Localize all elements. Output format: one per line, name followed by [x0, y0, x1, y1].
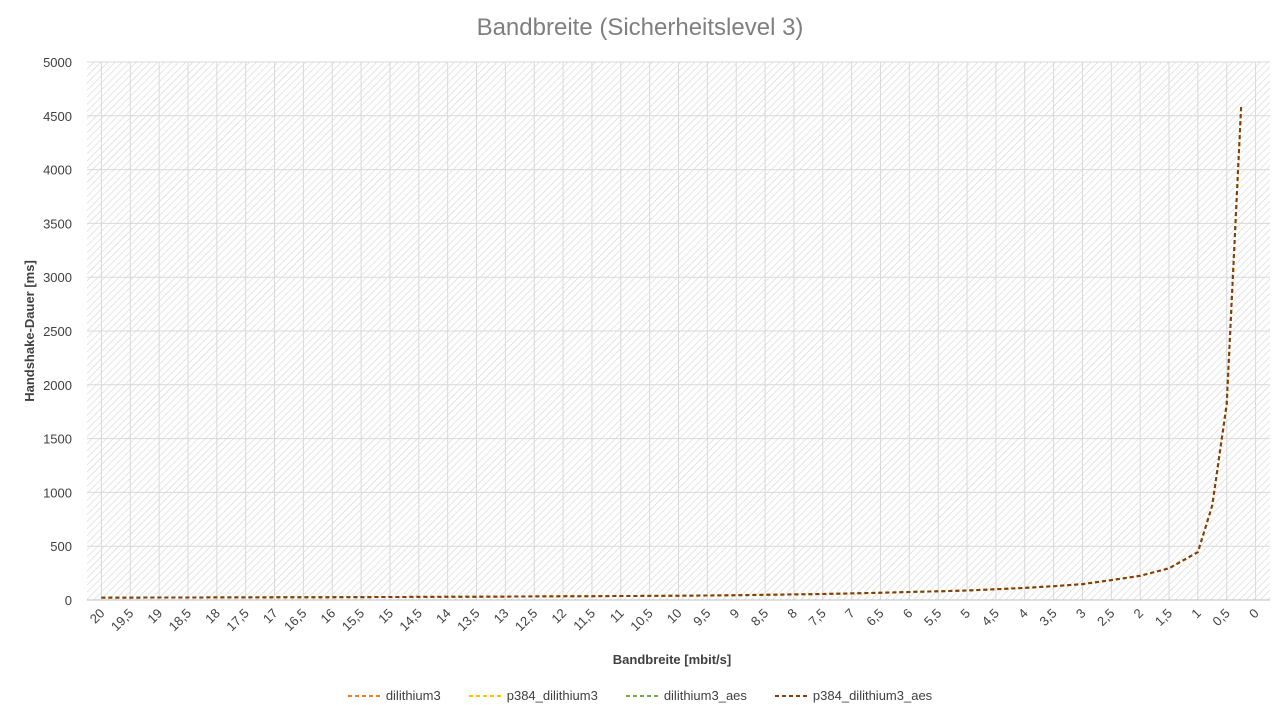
- series-line-p384-dilithium3-aes: [101, 107, 1243, 599]
- x-tick-label: 18: [202, 606, 223, 627]
- gridlines: [87, 61, 1270, 601]
- x-tick-label: 9: [727, 606, 743, 622]
- x-tick-label: 2,5: [1094, 606, 1117, 629]
- x-tick-label: 15,5: [339, 606, 368, 635]
- y-tick-label: 3000: [43, 270, 72, 285]
- x-tick-label: 7,5: [805, 606, 828, 629]
- x-tick-label: 13: [491, 606, 512, 627]
- legend-item: p384_dilithium3_aes: [774, 688, 933, 703]
- legend: dilithium3 p384_dilithium3 dilithium3_aes p…: [0, 688, 1280, 703]
- x-tick-label: 5,5: [921, 606, 944, 629]
- legend-item: dilithium3: [347, 688, 441, 703]
- x-tick-label: 1: [1188, 606, 1204, 622]
- x-tick-label: 14,5: [396, 606, 425, 635]
- legend-label: p384_dilithium3: [506, 688, 598, 703]
- x-tick-label: 16: [318, 606, 339, 627]
- x-tick-label: 0,5: [1209, 606, 1232, 629]
- y-tick-label: 4000: [43, 163, 72, 178]
- legend-item: p384_dilithium3: [468, 688, 598, 703]
- y-tick-label: 3500: [43, 216, 72, 231]
- x-tick-label: 8,5: [748, 606, 771, 629]
- y-tick-label: 1000: [43, 485, 72, 500]
- x-tick-label: 14: [433, 606, 454, 627]
- x-tick-label: 5: [957, 606, 973, 622]
- x-tick-label: 6,5: [863, 606, 886, 629]
- legend-swatch: [774, 694, 809, 697]
- x-tick-label: 0: [1246, 606, 1262, 622]
- y-tick-label: 1500: [43, 432, 72, 447]
- x-tick-label: 12,5: [512, 606, 541, 635]
- y-tick-label: 4500: [43, 109, 72, 124]
- y-tick-label: 500: [50, 539, 72, 554]
- legend-item: dilithium3_aes: [625, 688, 747, 703]
- legend-label: dilithium3: [385, 688, 441, 703]
- legend-label: p384_dilithium3_aes: [812, 688, 933, 703]
- x-tick-label: 3: [1073, 606, 1089, 622]
- x-axis-label: Bandbreite [mbit/s]: [613, 652, 731, 667]
- x-tick-label: 1,5: [1152, 606, 1175, 629]
- legend-swatch: [468, 694, 503, 697]
- x-tick-label: 11,5: [570, 606, 598, 634]
- x-tick-label: 13,5: [454, 606, 483, 635]
- x-tick-label: 10,5: [627, 606, 656, 635]
- x-tick-label: 6: [900, 606, 916, 622]
- x-tick-label: 19: [144, 606, 165, 627]
- x-tick-label: 19,5: [108, 606, 137, 635]
- legend-label: dilithium3_aes: [663, 688, 747, 703]
- x-tick-label: 4,5: [979, 606, 1002, 629]
- axes: 0 500 1000 1500 2000 2500 3000 3500 4000 4500 5000…: [43, 55, 1270, 634]
- y-tick-label: 2500: [43, 324, 72, 339]
- y-tick-label: 5000: [43, 55, 72, 70]
- y-tick-label: 0: [65, 593, 72, 608]
- x-tick-label: 20: [87, 606, 108, 627]
- x-tick-label: 17: [260, 606, 281, 627]
- x-tick-label: 18,5: [166, 606, 195, 635]
- chart-title: Bandbreite (Sicherheitslevel 3): [476, 14, 804, 41]
- legend-swatch: [625, 694, 660, 697]
- y-axis-label: Handshake-Dauer [ms]: [22, 260, 37, 402]
- x-tick-label: 15: [375, 606, 396, 627]
- legend-swatch: [347, 694, 382, 697]
- series-lines: [101, 107, 1243, 599]
- x-tick-label: 8: [784, 606, 800, 622]
- x-tick-label: 2: [1131, 606, 1147, 622]
- x-tick-label: 9,5: [690, 606, 713, 629]
- x-tick-label: 16,5: [281, 606, 310, 635]
- x-tick-label: 12: [548, 606, 569, 627]
- x-tick-label: 17,5: [223, 606, 252, 635]
- x-tick-label: 7: [842, 606, 858, 622]
- x-tick-label: 4: [1015, 606, 1031, 622]
- x-tick-label: 11: [607, 606, 627, 626]
- x-tick-label: 3,5: [1036, 606, 1059, 629]
- x-tick-label: 10: [664, 606, 685, 627]
- y-tick-label: 2000: [43, 378, 72, 393]
